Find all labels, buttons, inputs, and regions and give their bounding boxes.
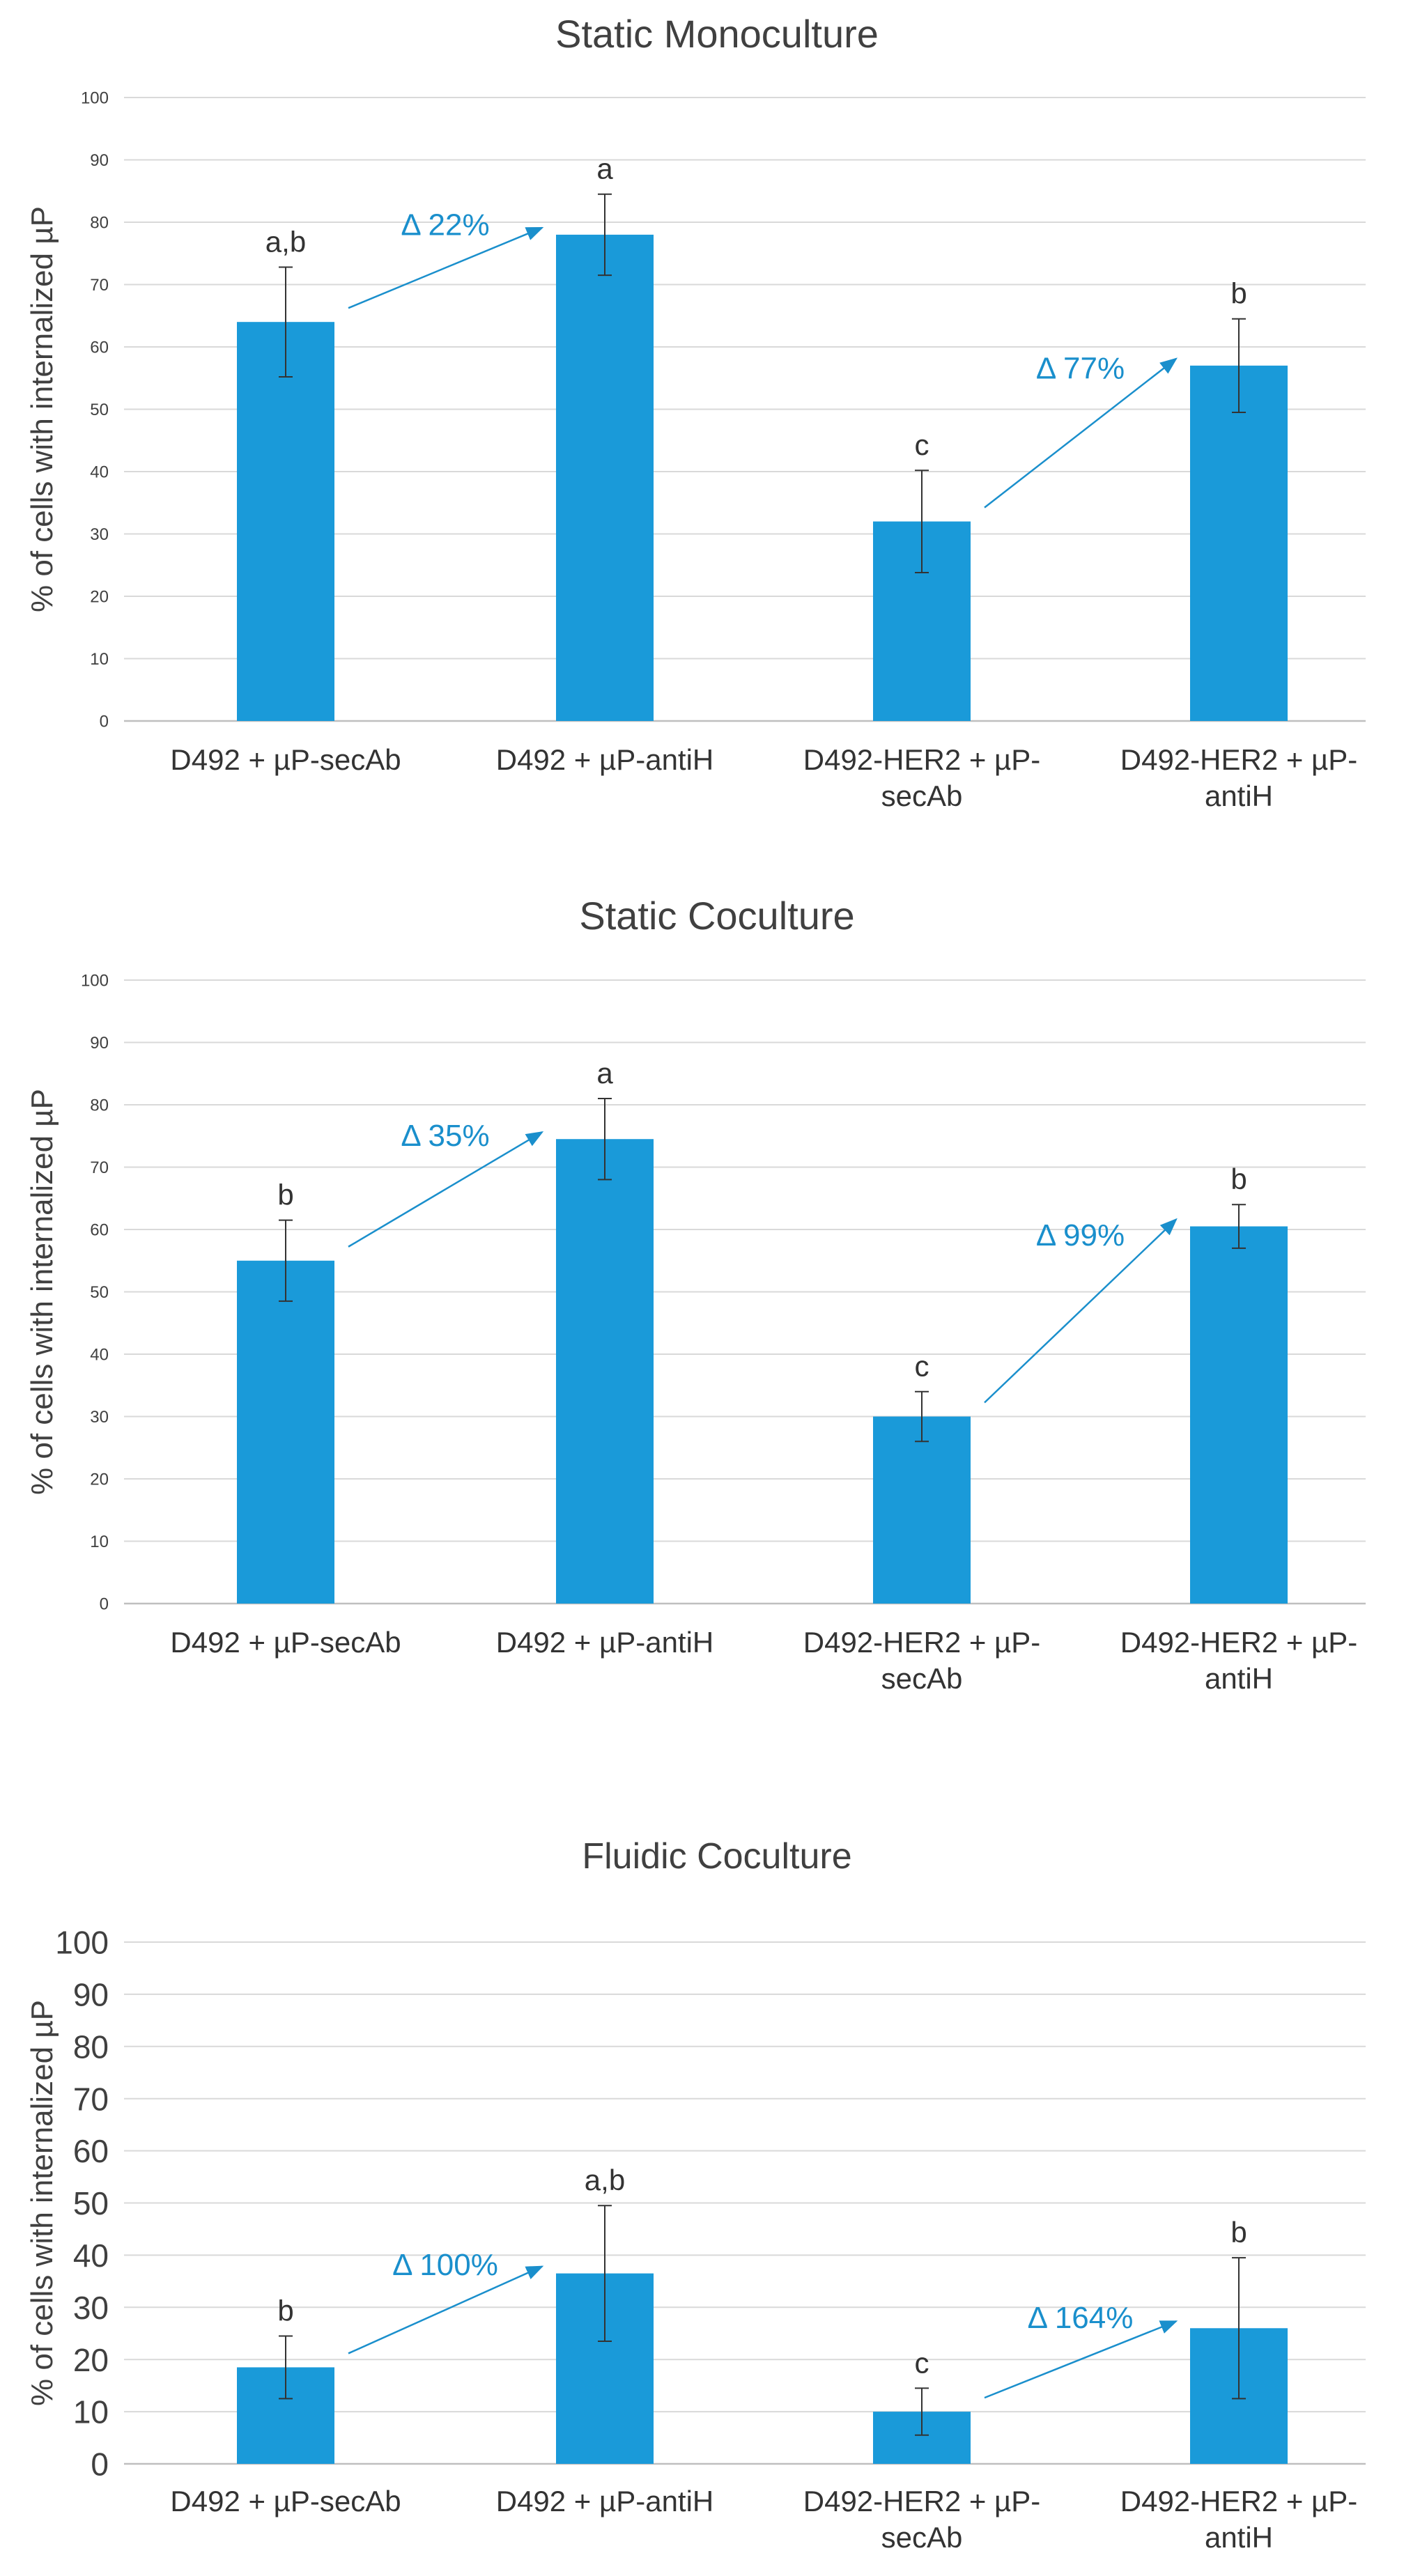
y-tick-label: 40 — [90, 463, 109, 482]
y-tick-label: 70 — [90, 1158, 109, 1177]
x-tick-label: secAb — [881, 779, 963, 812]
significance-letter: c — [915, 428, 929, 461]
annotation-label: Δ 22% — [401, 208, 489, 242]
y-tick-label: 0 — [100, 1595, 109, 1614]
x-tick-label: D492-HER2 + µP- — [1120, 743, 1358, 776]
y-tick-label: 10 — [90, 650, 109, 669]
annotation-arrow — [348, 2265, 544, 2354]
y-tick-label: 30 — [90, 525, 109, 544]
x-tick-label: secAb — [881, 2521, 963, 2554]
x-tick-label: D492 + µP-secAb — [170, 743, 401, 776]
chart-title: Static Monoculture — [555, 12, 879, 56]
annotation-arrow — [348, 226, 544, 309]
y-tick-label: 90 — [73, 1976, 109, 2012]
x-tick-label: D492-HER2 + µP- — [1120, 2485, 1358, 2517]
y-tick-label: 50 — [73, 2185, 109, 2221]
y-tick-label: 10 — [90, 1533, 109, 1551]
y-tick-label: 100 — [81, 89, 109, 108]
x-tick-label: D492 + µP-antiH — [496, 743, 714, 776]
significance-letter: b — [1230, 2216, 1247, 2249]
x-tick-label: antiH — [1205, 2521, 1273, 2554]
chart-svg: Static Monoculture 0 10 20 30 40 50 60 70 80 90 100… — [25, 12, 1366, 812]
significance-letter: c — [915, 2346, 929, 2379]
chart-svg: Static Coculture 0 10 20 30 40 50 60 70 80 90 100 % … — [25, 894, 1366, 1695]
annotation-arrow — [984, 1218, 1178, 1404]
x-tick-label: antiH — [1205, 1662, 1273, 1695]
x-tick-label: D492-HER2 + µP- — [803, 2485, 1041, 2517]
y-tick-label: 20 — [90, 1471, 109, 1489]
significance-letter: b — [277, 2294, 293, 2327]
x-tick-label: D492-HER2 + µP- — [803, 1626, 1041, 1659]
y-tick-label: 60 — [90, 339, 109, 357]
significance-letter: a,b — [585, 2164, 625, 2196]
annotation-label: Δ 99% — [1036, 1218, 1125, 1252]
bar — [237, 1260, 334, 1604]
x-tick-label: D492 + µP-secAb — [170, 1626, 401, 1659]
y-axis-label: % of cells with internalized µP — [25, 1089, 59, 1495]
y-tick-label: 10 — [73, 2394, 109, 2430]
annotation-arrow — [348, 1131, 544, 1248]
x-tick-label: secAb — [881, 1662, 963, 1695]
y-axis-label: % of cells with internalized µP — [25, 2000, 59, 2406]
bar — [556, 234, 654, 721]
chart-fluidic-coculture: Fluidic Coculture 0 10 20 30 40 50 60 70 80 90 100%… — [0, 1804, 1420, 2573]
y-axis-label: % of cells with internalized µP — [25, 206, 59, 612]
y-tick-label: 100 — [55, 1925, 109, 1961]
y-tick-label: 30 — [90, 1408, 109, 1427]
x-tick-label: D492 + µP-secAb — [170, 2485, 401, 2517]
y-tick-label: 50 — [90, 1283, 109, 1302]
chart-static-coculture: Static Coculture 0 10 20 30 40 50 60 70 80 90 100 % … — [0, 871, 1420, 1748]
chart-svg: Fluidic Coculture 0 10 20 30 40 50 60 70 80 90 100%… — [25, 1836, 1366, 2554]
y-tick-label: 90 — [90, 151, 109, 170]
y-tick-label: 30 — [73, 2290, 109, 2326]
y-tick-label: 80 — [90, 1096, 109, 1115]
significance-letter: a — [596, 1057, 613, 1089]
x-tick-label: D492-HER2 + µP- — [803, 743, 1041, 776]
annotation-arrow — [984, 2320, 1178, 2399]
annotation-label: Δ 35% — [401, 1119, 489, 1153]
annotation-label: Δ 77% — [1036, 351, 1125, 385]
y-tick-label: 70 — [73, 2081, 109, 2117]
significance-letter: a,b — [265, 225, 306, 258]
significance-letter: b — [277, 1179, 293, 1211]
y-tick-label: 20 — [73, 2342, 109, 2378]
annotation-arrow — [984, 357, 1178, 509]
y-tick-label: 40 — [90, 1346, 109, 1365]
y-tick-label: 80 — [90, 214, 109, 233]
chart-title: Fluidic Coculture — [582, 1836, 851, 1877]
annotation-label: Δ 164% — [1028, 2301, 1134, 2335]
x-tick-label: D492 + µP-antiH — [496, 2485, 714, 2517]
significance-letter: b — [1230, 277, 1247, 310]
y-tick-label: 60 — [90, 1221, 109, 1240]
y-tick-label: 20 — [90, 588, 109, 607]
bar — [237, 322, 334, 721]
y-tick-label: 70 — [90, 276, 109, 295]
x-tick-label: antiH — [1205, 779, 1273, 812]
chart-static-monoculture: Static Monoculture 0 10 20 30 40 50 60 70 80 90 100… — [0, 0, 1420, 843]
y-tick-label: 80 — [73, 2028, 109, 2065]
y-tick-label: 50 — [90, 401, 109, 419]
y-tick-label: 0 — [100, 713, 109, 731]
annotation-label: Δ 100% — [392, 2248, 498, 2282]
bar — [1190, 1226, 1288, 1604]
x-tick-label: D492 + µP-antiH — [496, 1626, 714, 1659]
y-tick-label: 60 — [73, 2133, 109, 2169]
y-tick-label: 90 — [90, 1034, 109, 1053]
x-tick-label: D492-HER2 + µP- — [1120, 1626, 1358, 1659]
bar — [1190, 365, 1288, 721]
y-tick-label: 0 — [91, 2446, 109, 2483]
significance-letter: c — [915, 1350, 929, 1383]
y-tick-label: 100 — [81, 972, 109, 991]
bar — [556, 1139, 654, 1604]
bar — [873, 1416, 971, 1604]
significance-letter: a — [596, 153, 613, 185]
y-tick-label: 40 — [73, 2237, 109, 2274]
significance-letter: b — [1230, 1163, 1247, 1195]
chart-title: Static Coculture — [579, 894, 854, 938]
